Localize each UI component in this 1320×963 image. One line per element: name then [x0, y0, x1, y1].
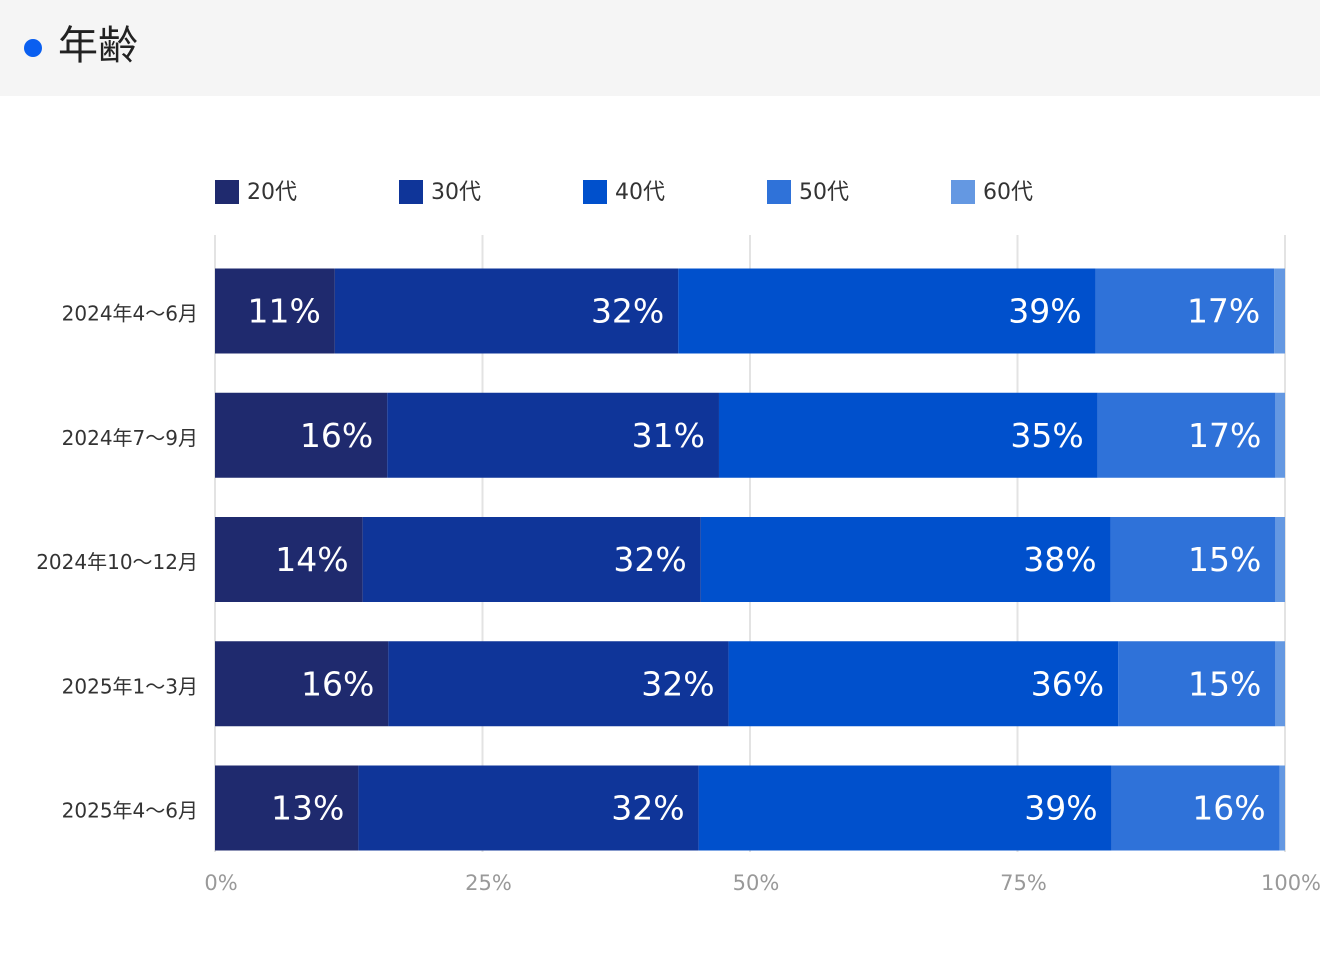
value-label: 13%	[271, 789, 344, 828]
y-tick-label: 2024年4〜6月	[62, 302, 198, 326]
legend-label: 40代	[615, 180, 665, 205]
value-label: 36%	[1031, 664, 1104, 703]
bar-segment	[1118, 641, 1276, 727]
value-label: 32%	[611, 789, 684, 828]
y-tick-label: 2024年7〜9月	[62, 426, 198, 450]
bar-segment	[334, 268, 679, 354]
value-label: 16%	[301, 664, 374, 703]
value-label: 39%	[1008, 292, 1081, 331]
bar-segment	[1095, 268, 1275, 354]
header-dot	[24, 39, 42, 57]
bar-segment	[1111, 765, 1280, 851]
bar-segment	[215, 268, 335, 354]
value-label: 15%	[1188, 540, 1261, 579]
value-label: 32%	[591, 292, 664, 331]
chart-title: 年齢	[58, 23, 138, 69]
value-label: 14%	[275, 540, 348, 579]
x-tick-label: 100%	[1261, 871, 1320, 895]
bar-segment	[387, 392, 719, 478]
bar-segment	[215, 392, 388, 478]
bar-segment	[358, 765, 699, 851]
value-label: 17%	[1188, 416, 1261, 455]
bar-segment	[215, 517, 363, 602]
value-label: 11%	[247, 292, 320, 331]
value-label: 38%	[1023, 540, 1096, 579]
value-label: 32%	[613, 540, 686, 579]
bar-segment	[388, 641, 729, 727]
value-label: 32%	[641, 664, 714, 703]
bar-segment	[698, 765, 1112, 851]
legend-label: 60代	[983, 180, 1033, 205]
bar-segment	[1274, 268, 1285, 354]
y-tick-label: 2025年4〜6月	[62, 799, 198, 823]
legend-swatch	[399, 180, 423, 204]
value-label: 39%	[1024, 789, 1097, 828]
bar-segment	[678, 268, 1096, 354]
bar-segment	[215, 641, 389, 727]
bar-segment	[718, 392, 1098, 478]
value-label: 17%	[1187, 292, 1260, 331]
value-label: 15%	[1188, 664, 1261, 703]
legend-swatch	[583, 180, 607, 204]
value-label: 16%	[300, 416, 373, 455]
bar-segment	[1275, 517, 1285, 602]
legend-label: 30代	[431, 180, 481, 205]
bar-segment	[1097, 392, 1276, 478]
value-label: 35%	[1010, 416, 1083, 455]
legend-swatch	[951, 180, 975, 204]
bar-segment	[1275, 641, 1285, 727]
x-tick-label: 25%	[465, 871, 512, 895]
y-tick-label: 2024年10〜12月	[36, 550, 198, 574]
header-bar	[0, 0, 1320, 96]
bar-segment	[728, 641, 1119, 727]
bar-segment	[1279, 765, 1285, 851]
legend-label: 20代	[247, 180, 297, 205]
value-label: 31%	[632, 416, 705, 455]
value-label: 16%	[1192, 789, 1265, 828]
legend-label: 50代	[799, 180, 849, 205]
legend-swatch	[767, 180, 791, 204]
x-tick-label: 50%	[733, 871, 780, 895]
bar-segment	[1275, 392, 1285, 478]
bar-segment	[215, 765, 359, 851]
x-tick-label: 0%	[204, 871, 237, 895]
bar-segment	[1110, 517, 1276, 602]
x-tick-label: 75%	[1000, 871, 1047, 895]
bar-segment	[362, 517, 701, 602]
bar-segment	[700, 517, 1111, 602]
legend-swatch	[215, 180, 239, 204]
y-tick-label: 2025年1〜3月	[62, 674, 198, 698]
